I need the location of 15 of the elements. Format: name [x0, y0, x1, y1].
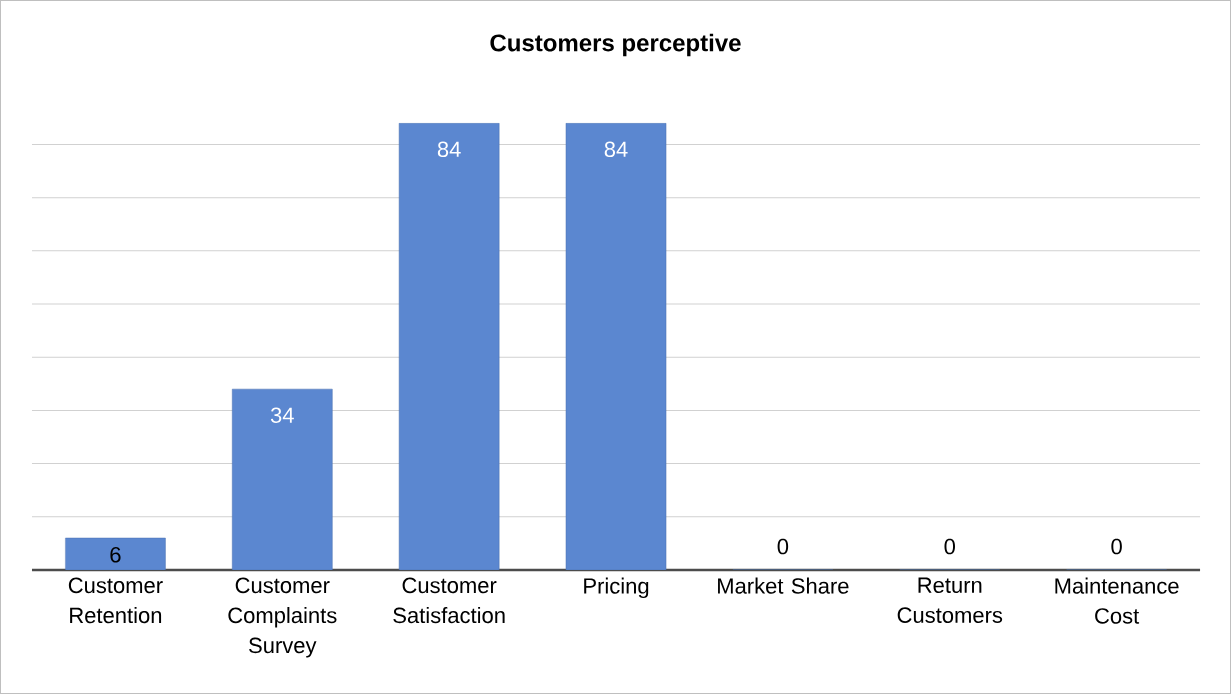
chart-title: Customers perceptive	[490, 33, 741, 57]
data-label: 0	[944, 538, 955, 555]
x-tick-label: Customer Retention	[68, 577, 163, 624]
data-label: 6	[110, 547, 121, 563]
x-tick-label: Pricing	[584, 577, 649, 599]
data-label: 34	[270, 407, 294, 423]
x-tick-label: Maintenance Cost	[1055, 577, 1179, 624]
x-tick-label: Return Customers	[897, 577, 1003, 623]
data-label: 0	[777, 538, 789, 555]
x-tick-label: Market Share	[718, 577, 849, 594]
x-tick-label: Customer Complaints Survey	[228, 577, 337, 658]
x-tick-label: Customer Satisfaction	[393, 577, 505, 624]
data-label: 84	[604, 141, 628, 158]
data-label: 84	[437, 141, 461, 158]
data-label: 0	[1111, 538, 1122, 555]
